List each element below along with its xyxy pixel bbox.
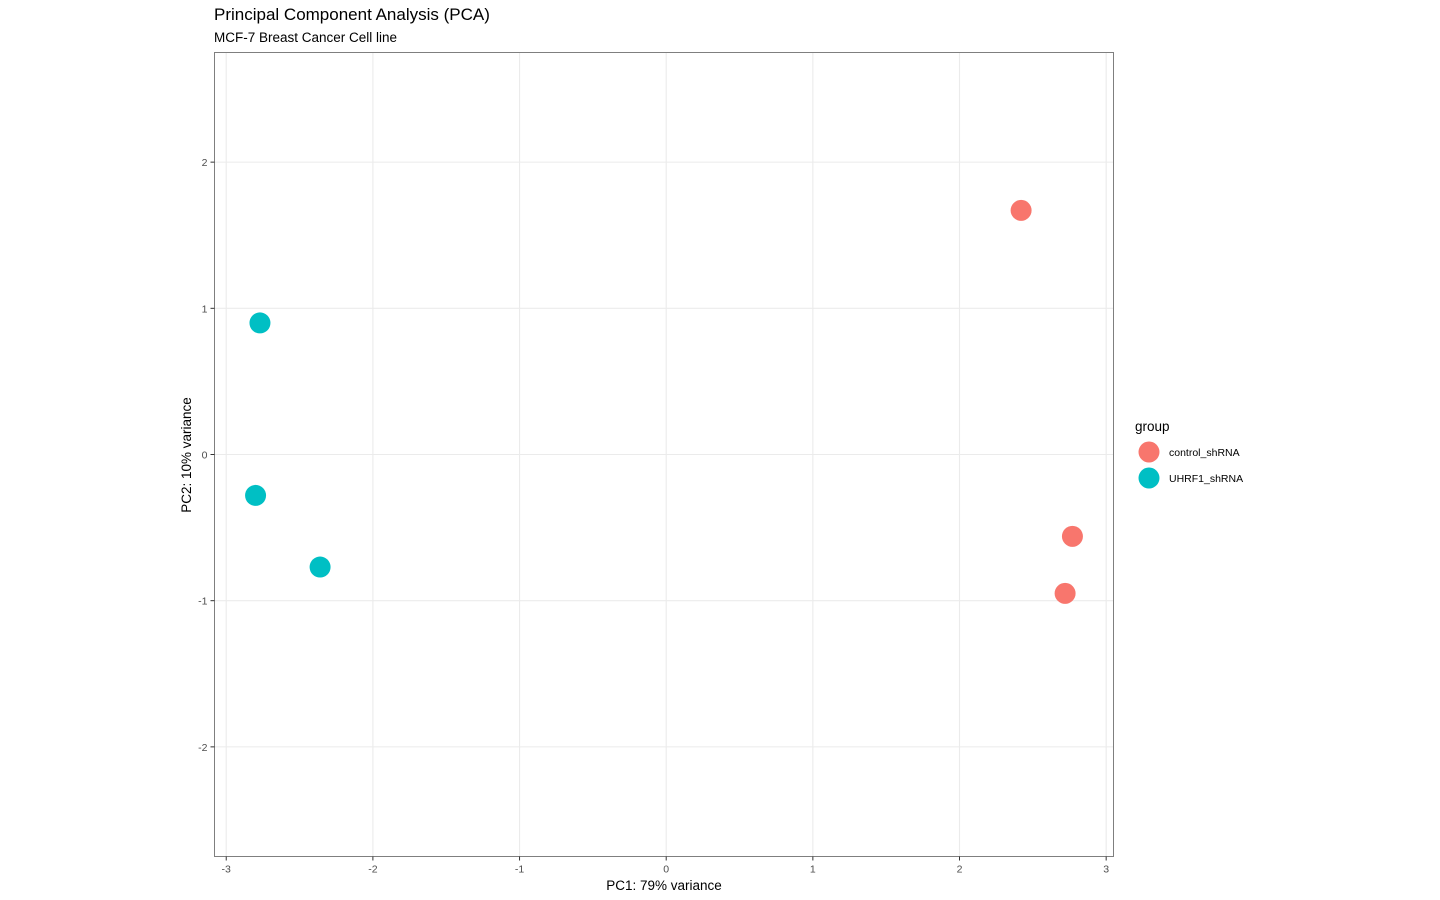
x-axis-label: PC1: 79% variance [606, 878, 722, 893]
chart-subtitle: MCF-7 Breast Cancer Cell line [214, 30, 397, 45]
legend-key-uhrf1-shrna [1138, 467, 1160, 489]
data-point-uhrf1-shrna [309, 556, 331, 578]
y-tick-label: 0 [202, 450, 208, 462]
y-tick-label: -2 [198, 742, 207, 754]
x-tick-label: 1 [810, 864, 816, 876]
x-tick-label: -2 [368, 864, 377, 876]
legend-title: group [1135, 419, 1170, 434]
data-point-control-shrna [1061, 525, 1083, 547]
y-tick-label: 2 [202, 157, 208, 169]
data-point-uhrf1-shrna [249, 312, 271, 334]
x-tick-label: -1 [515, 864, 524, 876]
data-point-control-shrna [1054, 582, 1076, 604]
data-points [245, 199, 1083, 604]
chart-title: Principal Component Analysis (PCA) [214, 5, 490, 24]
x-tick-label: 2 [957, 864, 963, 876]
x-tick-label: 0 [663, 864, 669, 876]
y-tick-label: -1 [198, 596, 207, 608]
x-tick-label: -3 [222, 864, 231, 876]
axis-ticks: -3 -2 -1 0 1 2 3 -2 -1 0 1 2 [198, 157, 1109, 875]
x-tick-label: 3 [1103, 864, 1109, 876]
y-tick-label: 1 [202, 303, 208, 315]
legend-key-control-shrna [1138, 441, 1160, 463]
legend-label: UHRF1_shRNA [1169, 473, 1243, 485]
grid-lines [214, 52, 1114, 857]
data-point-uhrf1-shrna [245, 484, 267, 506]
legend: group control_shRNA UHRF1_shRNA [1135, 419, 1243, 489]
data-point-control-shrna [1010, 199, 1032, 221]
y-axis-label: PC2: 10% variance [179, 397, 194, 513]
legend-label: control_shRNA [1169, 447, 1240, 459]
